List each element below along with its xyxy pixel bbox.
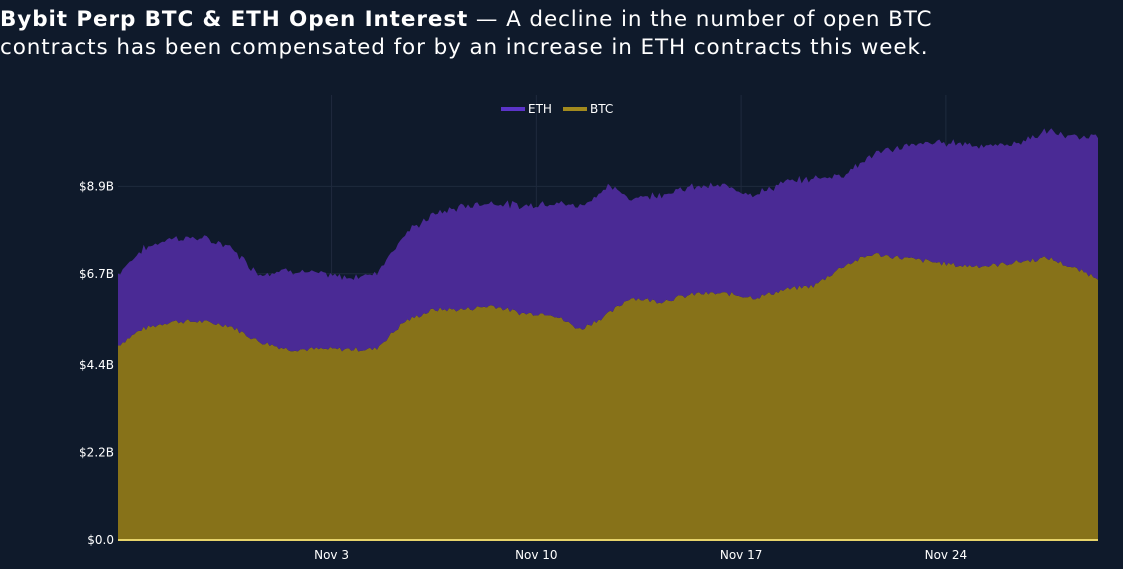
title-rest: — A decline in the number of open BTC [468, 7, 933, 32]
y-axis-ticks: $0.0 $2.2B $4.4B $6.7B $8.9B [79, 179, 114, 547]
x-tick-label: Nov 17 [720, 548, 763, 562]
legend-btc-swatch[interactable] [563, 107, 587, 111]
x-tick-label: Nov 3 [314, 548, 349, 562]
eth-area [118, 128, 1098, 352]
legend[interactable]: ETH BTC [501, 102, 613, 116]
title-line-2: contracts has been compensated for by an… [0, 35, 929, 60]
chart-title: Bybit Perp BTC & ETH Open Interest — A d… [0, 6, 1123, 62]
legend-eth-label[interactable]: ETH [528, 102, 552, 116]
title-bold: Bybit Perp BTC & ETH Open Interest [0, 7, 469, 32]
title-line-1: Bybit Perp BTC & ETH Open Interest — A d… [0, 6, 1123, 34]
legend-eth-swatch[interactable] [501, 107, 525, 111]
x-axis-ticks: Nov 3 Nov 10 Nov 17 Nov 24 [314, 548, 967, 562]
x-tick-label: Nov 24 [925, 548, 968, 562]
btc-area [118, 253, 1098, 540]
y-tick-label: $8.9B [79, 179, 114, 193]
y-tick-label: $4.4B [79, 358, 114, 372]
legend-btc-label[interactable]: BTC [590, 102, 613, 116]
y-tick-label: $6.7B [79, 267, 114, 281]
y-tick-label: $2.2B [79, 446, 114, 460]
x-tick-label: Nov 10 [515, 548, 558, 562]
y-tick-label: $0.0 [87, 533, 114, 547]
